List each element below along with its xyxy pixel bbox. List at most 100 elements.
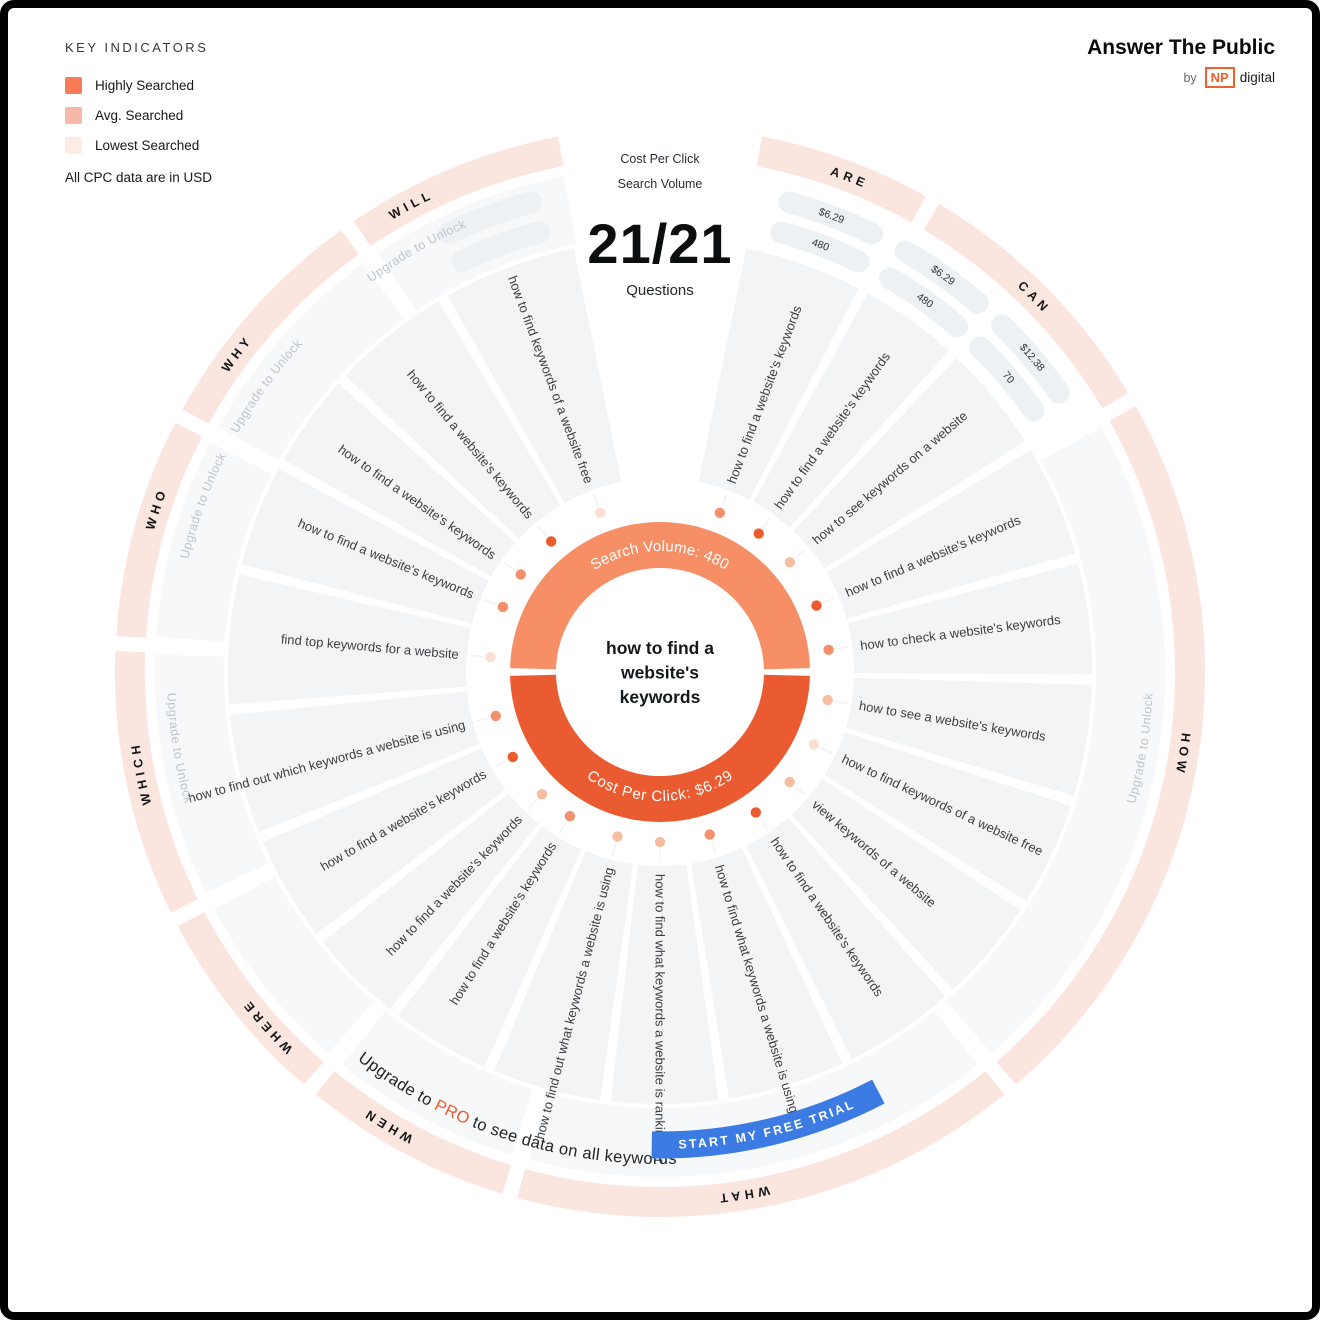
- legend-label: Avg. Searched: [95, 108, 184, 123]
- sector-ring-arc-can: [923, 203, 1129, 409]
- volume-badge: [451, 221, 551, 273]
- dot-connector-line: [592, 493, 599, 507]
- sector-outer-zone-why: [218, 263, 404, 461]
- dot-connector-line: [822, 597, 836, 604]
- search-level-dot: [490, 710, 501, 722]
- by-label: by: [1183, 70, 1197, 85]
- search-level-dot: [595, 507, 606, 518]
- dot-connector-line: [495, 760, 507, 768]
- question-wedge[interactable]: [283, 383, 516, 577]
- start-free-trial-button[interactable]: [651, 1079, 885, 1159]
- legend-label: Lowest Searched: [95, 138, 200, 153]
- dot-connector-line: [721, 493, 728, 507]
- search-level-dot: [753, 528, 764, 539]
- volume-badge: [969, 336, 1045, 422]
- dot-connector-line: [484, 598, 497, 605]
- question-wedge[interactable]: [345, 301, 561, 539]
- cpc-badge: [437, 191, 543, 245]
- search-level-dot: [515, 569, 526, 580]
- dot-connector-line: [835, 646, 849, 650]
- search-level-dot: [808, 739, 820, 750]
- search-volume-arc: [510, 521, 810, 670]
- sector-ring-arc-why: [182, 229, 359, 424]
- search-level-dot: [823, 644, 834, 656]
- cpc-currency-note: All CPC data are in USD: [65, 170, 213, 185]
- question-wedge[interactable]: [826, 450, 1076, 619]
- question-wedge[interactable]: [698, 248, 859, 500]
- search-level-dot: [784, 557, 796, 568]
- sector-outer-zone-which: [155, 654, 269, 894]
- question-wedge[interactable]: [398, 826, 582, 1067]
- dot-connector-line: [476, 717, 490, 722]
- sector-ring-arc-what: [517, 1071, 1005, 1217]
- dot-connector-line: [537, 525, 548, 537]
- dot-connector-line: [759, 817, 768, 830]
- sector-outer-zone-what: [529, 1010, 978, 1177]
- search-level-dot: [485, 651, 496, 663]
- sector-ring-arc-are: [756, 136, 926, 223]
- legend-item-lowest: Lowest Searched: [65, 137, 212, 154]
- dot-connector-line: [611, 843, 617, 857]
- volume-badge: [879, 267, 969, 338]
- question-wedge[interactable]: [494, 851, 634, 1100]
- digital-label: digital: [1239, 70, 1275, 85]
- cpc-badge: [990, 314, 1070, 404]
- sector-outer-zone-where: [214, 876, 374, 1054]
- avg-searched-swatch: [65, 107, 82, 124]
- question-wedge[interactable]: [447, 248, 622, 504]
- search-level-dot: [704, 829, 715, 840]
- dot-connector-line: [527, 798, 538, 810]
- dot-connector-line: [834, 700, 848, 704]
- sector-ring-arc-will: [353, 136, 564, 247]
- cpc-column-label: Cost Per Click: [620, 152, 700, 166]
- cpc-badge: [778, 191, 883, 245]
- seed-keyword-line: keywords: [620, 687, 701, 707]
- question-wedge[interactable]: [241, 468, 489, 624]
- legend-title: KEY INDICATORS: [65, 40, 209, 55]
- dot-connector-line: [558, 821, 567, 834]
- question-wedge[interactable]: [691, 847, 843, 1099]
- search-level-dot: [612, 831, 623, 842]
- search-level-dot: [811, 600, 822, 611]
- sector-outer-zone-when: [342, 1010, 533, 1155]
- search-level-dot: [507, 751, 518, 763]
- question-wedge[interactable]: [824, 732, 1071, 902]
- cpc-badge: [894, 240, 989, 314]
- question-wedge[interactable]: [227, 574, 472, 705]
- question-wedge[interactable]: [610, 864, 719, 1104]
- wheel-header: Cost Per Click Search Volume 21/21 Quest…: [0, 152, 1320, 299]
- seed-keyword-line: website's: [620, 663, 699, 683]
- volume-badge: [770, 221, 870, 273]
- question-wedge[interactable]: [845, 677, 1092, 796]
- legend-label: Highly Searched: [95, 78, 195, 93]
- search-level-dot: [654, 836, 666, 848]
- sector-ring-arc-which: [115, 651, 198, 913]
- search-level-dot: [564, 810, 576, 822]
- question-wedge[interactable]: [753, 293, 949, 528]
- question-wedge[interactable]: [793, 357, 1026, 569]
- lowest-searched-swatch: [65, 137, 82, 154]
- question-wedge[interactable]: [230, 691, 480, 833]
- dot-connector-line: [504, 562, 516, 571]
- question-wedge[interactable]: [262, 748, 506, 934]
- question-wedge[interactable]: [322, 793, 539, 1010]
- dot-connector-line: [470, 654, 484, 658]
- legend-item-avg: Avg. Searched: [65, 107, 212, 124]
- question-wedge[interactable]: [847, 563, 1092, 675]
- seed-keyword-line: how to find a: [606, 638, 714, 658]
- search-level-dot: [822, 694, 833, 706]
- search-level-dot: [545, 536, 557, 547]
- search-level-dot: [497, 601, 509, 613]
- sector-ring-arc-when: [315, 1071, 512, 1194]
- dot-connector-line: [762, 517, 771, 529]
- sector-ring-arc-who: [116, 422, 202, 638]
- search-volume-column-label: Search Volume: [617, 177, 703, 191]
- question-wedge[interactable]: [791, 778, 1021, 990]
- highly-searched-swatch: [65, 77, 82, 94]
- question-wedge[interactable]: [746, 817, 946, 1060]
- search-level-dot: [536, 789, 548, 800]
- search-level-dot: [784, 776, 795, 788]
- question-label[interactable]: how to find what keywords a website is r…: [653, 874, 668, 1164]
- np-digital-icon: NP: [1204, 67, 1235, 88]
